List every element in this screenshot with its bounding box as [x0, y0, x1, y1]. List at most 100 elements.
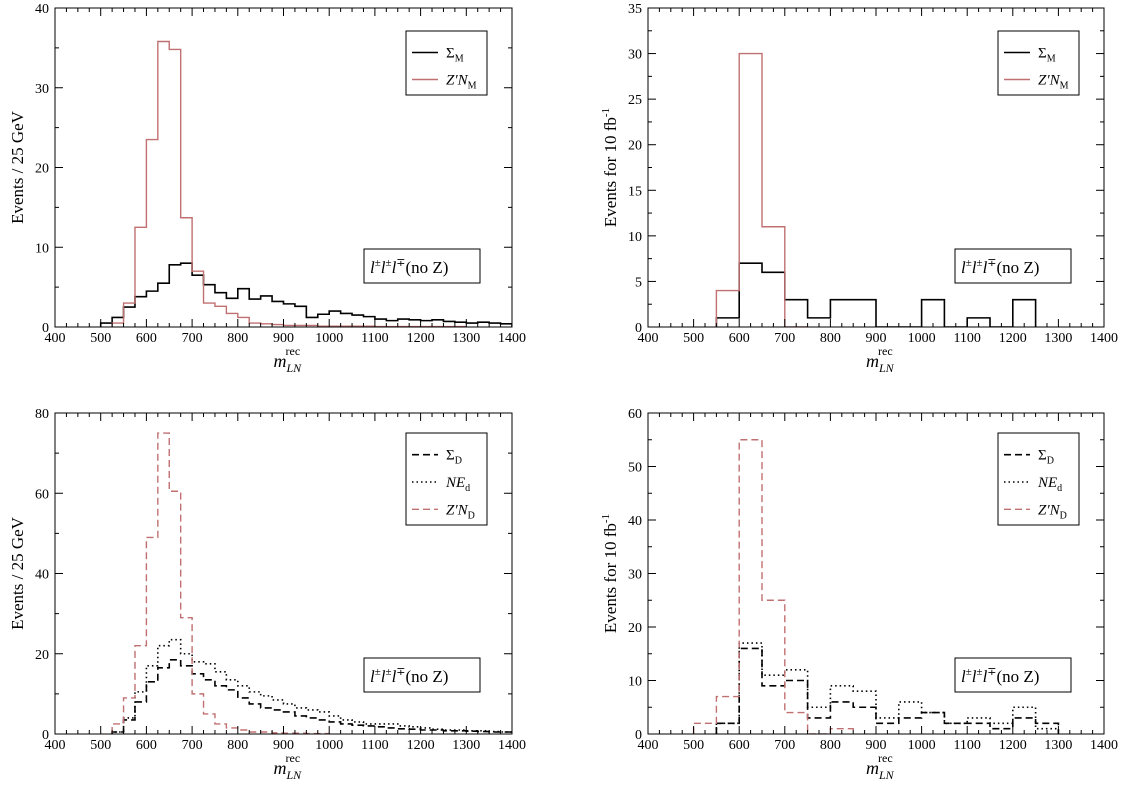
x-tick-label: 1400 — [1090, 331, 1118, 346]
x-tick-label: 1100 — [953, 738, 980, 753]
x-tick-label: 1400 — [498, 331, 526, 346]
x-tick-label: 1000 — [315, 331, 343, 346]
series-line-zn-d — [111, 432, 330, 734]
legend-entry: NEd — [1037, 475, 1062, 494]
legend-box — [405, 432, 488, 526]
x-tick-label: 500 — [683, 738, 704, 753]
series-line-zn-d — [692, 439, 854, 734]
y-tick-label: 25 — [628, 93, 642, 108]
legend: ΣM Z′NM — [997, 30, 1080, 96]
x-tick-label: 600 — [729, 331, 750, 346]
x-tick-label: 700 — [182, 738, 203, 753]
x-tick-label: 800 — [820, 738, 841, 753]
x-tick-label: 700 — [774, 738, 795, 753]
x-tick-label: 1200 — [999, 331, 1027, 346]
annotation-box — [954, 248, 1072, 284]
x-tick-label: 700 — [774, 331, 795, 346]
x-tick-label: 1000 — [908, 738, 936, 753]
legend-entry: Z′ND — [1038, 502, 1067, 521]
y-tick-label: 20 — [35, 648, 49, 663]
series-line--d — [715, 647, 1060, 734]
x-tick-label: 1100 — [361, 331, 388, 346]
y-axis-label: Events / 25 GeV — [8, 110, 27, 224]
legend-box — [997, 432, 1080, 526]
y-tick-label: 10 — [35, 241, 49, 256]
annotation-label: l±l±l∓(no Z) — [370, 666, 448, 686]
annotation-box — [954, 657, 1072, 693]
x-tick-label: 1100 — [953, 331, 980, 346]
y-tick-label: 20 — [35, 162, 49, 177]
x-tick-label: 800 — [227, 738, 248, 753]
legend-entry: NEd — [445, 475, 470, 494]
x-tick-label: 500 — [683, 331, 704, 346]
x-axis-label-sup: rec — [286, 344, 301, 358]
x-tick-label: 1300 — [1044, 331, 1072, 346]
x-tick-label: 400 — [45, 738, 66, 753]
x-tick-label: 1000 — [315, 738, 343, 753]
chart-panel-3: 400 500 600 700 800 900 1000 1100 1200 1300 1400 0 2… — [8, 407, 526, 782]
chart-panel-4: 400 500 600 700 800 900 1000 1100 1200 1300 1400 0 1… — [600, 407, 1118, 782]
annotation-box — [363, 657, 481, 693]
x-tick-label: 800 — [227, 331, 248, 346]
y-tick-label: 0 — [635, 321, 642, 336]
x-axis-label: mLN — [866, 758, 895, 782]
x-tick-label: 900 — [273, 331, 294, 346]
y-tick-label: 10 — [628, 230, 642, 245]
x-tick-label: 900 — [273, 738, 294, 753]
y-tick-label: 30 — [628, 48, 642, 63]
series-line--m — [99, 262, 512, 327]
x-tick-label: 900 — [866, 331, 887, 346]
y-tick-label: 15 — [628, 184, 642, 199]
y-tick-label: 35 — [628, 2, 642, 17]
x-tick-label: 400 — [638, 738, 659, 753]
legend-entry: Z′ND — [446, 502, 475, 521]
y-tick-label: 30 — [35, 82, 49, 97]
x-axis-label-sup: rec — [878, 751, 893, 765]
annotation-box — [363, 248, 481, 284]
x-tick-label: 400 — [638, 331, 659, 346]
y-tick-label: 20 — [628, 139, 642, 154]
x-axis-label: mLN — [274, 351, 303, 375]
series-line-zn-m — [715, 52, 808, 327]
x-tick-label: 600 — [729, 738, 750, 753]
y-tick-label: 40 — [35, 568, 49, 583]
y-axis-label: Events for 10 fb-1 — [600, 514, 620, 633]
y-tick-label: 0 — [42, 728, 49, 743]
series-line-ne-d — [715, 642, 1060, 734]
x-tick-label: 1300 — [1044, 738, 1072, 753]
legend-box — [405, 30, 488, 96]
annotation-label: l±l±l∓(no Z) — [370, 257, 448, 277]
legend-entry: Z′NM — [446, 73, 477, 92]
x-tick-label: 400 — [45, 331, 66, 346]
annotation-label: l±l±l∓(no Z) — [961, 257, 1039, 277]
legend-entry: ΣD — [1038, 448, 1054, 467]
x-tick-label: 1400 — [498, 738, 526, 753]
y-tick-label: 0 — [42, 321, 49, 336]
annotation-label: l±l±l∓(no Z) — [961, 666, 1039, 686]
series-line-ne-d — [111, 638, 512, 734]
legend-box — [997, 30, 1080, 96]
y-tick-label: 30 — [628, 568, 642, 583]
chart-panel-1: 400 500 600 700 800 900 1000 1100 1200 1300 1400 0 1… — [8, 2, 526, 375]
y-tick-label: 60 — [35, 487, 49, 502]
x-axis-label-sup: rec — [878, 344, 893, 358]
legend: ΣM Z′NM — [405, 30, 488, 96]
y-tick-label: 80 — [35, 407, 49, 422]
x-axis-label: mLN — [274, 758, 303, 782]
x-axis-label-sup: rec — [286, 751, 301, 765]
y-tick-label: 10 — [628, 675, 642, 690]
x-tick-label: 800 — [820, 331, 841, 346]
series-line--m — [715, 262, 1037, 327]
x-tick-label: 1300 — [452, 738, 480, 753]
x-tick-label: 1200 — [407, 331, 435, 346]
x-tick-label: 600 — [136, 331, 157, 346]
legend-entry: Z′NM — [1038, 73, 1069, 92]
series-line--d — [111, 658, 512, 734]
x-tick-label: 500 — [90, 331, 111, 346]
y-tick-label: 5 — [635, 275, 642, 290]
y-axis-label: Events / 25 GeV — [8, 516, 27, 630]
y-tick-label: 40 — [628, 514, 642, 529]
x-tick-label: 1000 — [908, 331, 936, 346]
